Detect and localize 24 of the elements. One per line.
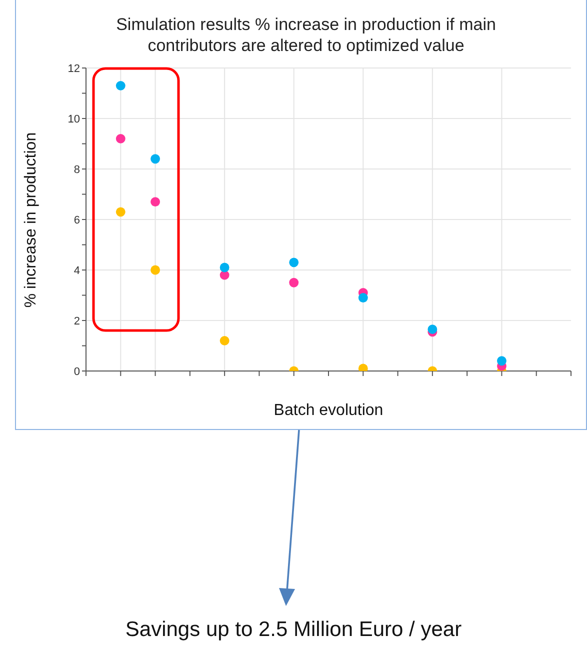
point (116, 80, 126, 90)
y-axis-title: % increase in production (23, 132, 41, 308)
point (150, 154, 160, 164)
point (220, 262, 230, 272)
y-tick-label: 4 (74, 264, 80, 277)
point (358, 293, 368, 302)
point (289, 258, 299, 268)
y-tick-label: 2 (74, 315, 80, 328)
y-tick-label: 8 (74, 164, 80, 176)
point (116, 134, 126, 144)
point (150, 197, 160, 207)
point (496, 356, 506, 366)
point (428, 324, 438, 334)
point (150, 265, 160, 275)
text: Savings up to 2.5 Million Euro / year (124, 618, 463, 642)
point (116, 207, 126, 217)
point (220, 336, 230, 346)
y-tick-label: 12 (68, 62, 80, 75)
y-tick-label: 6 (74, 214, 80, 226)
chart-title: Simulation results % increase in production if main contributors are altered to optimized value (115, 14, 497, 56)
x-axis-title: Batch evolution (272, 402, 384, 420)
point (289, 278, 299, 288)
y-tick-label: 10 (68, 113, 80, 126)
y-tick-label: 0 (74, 366, 80, 378)
